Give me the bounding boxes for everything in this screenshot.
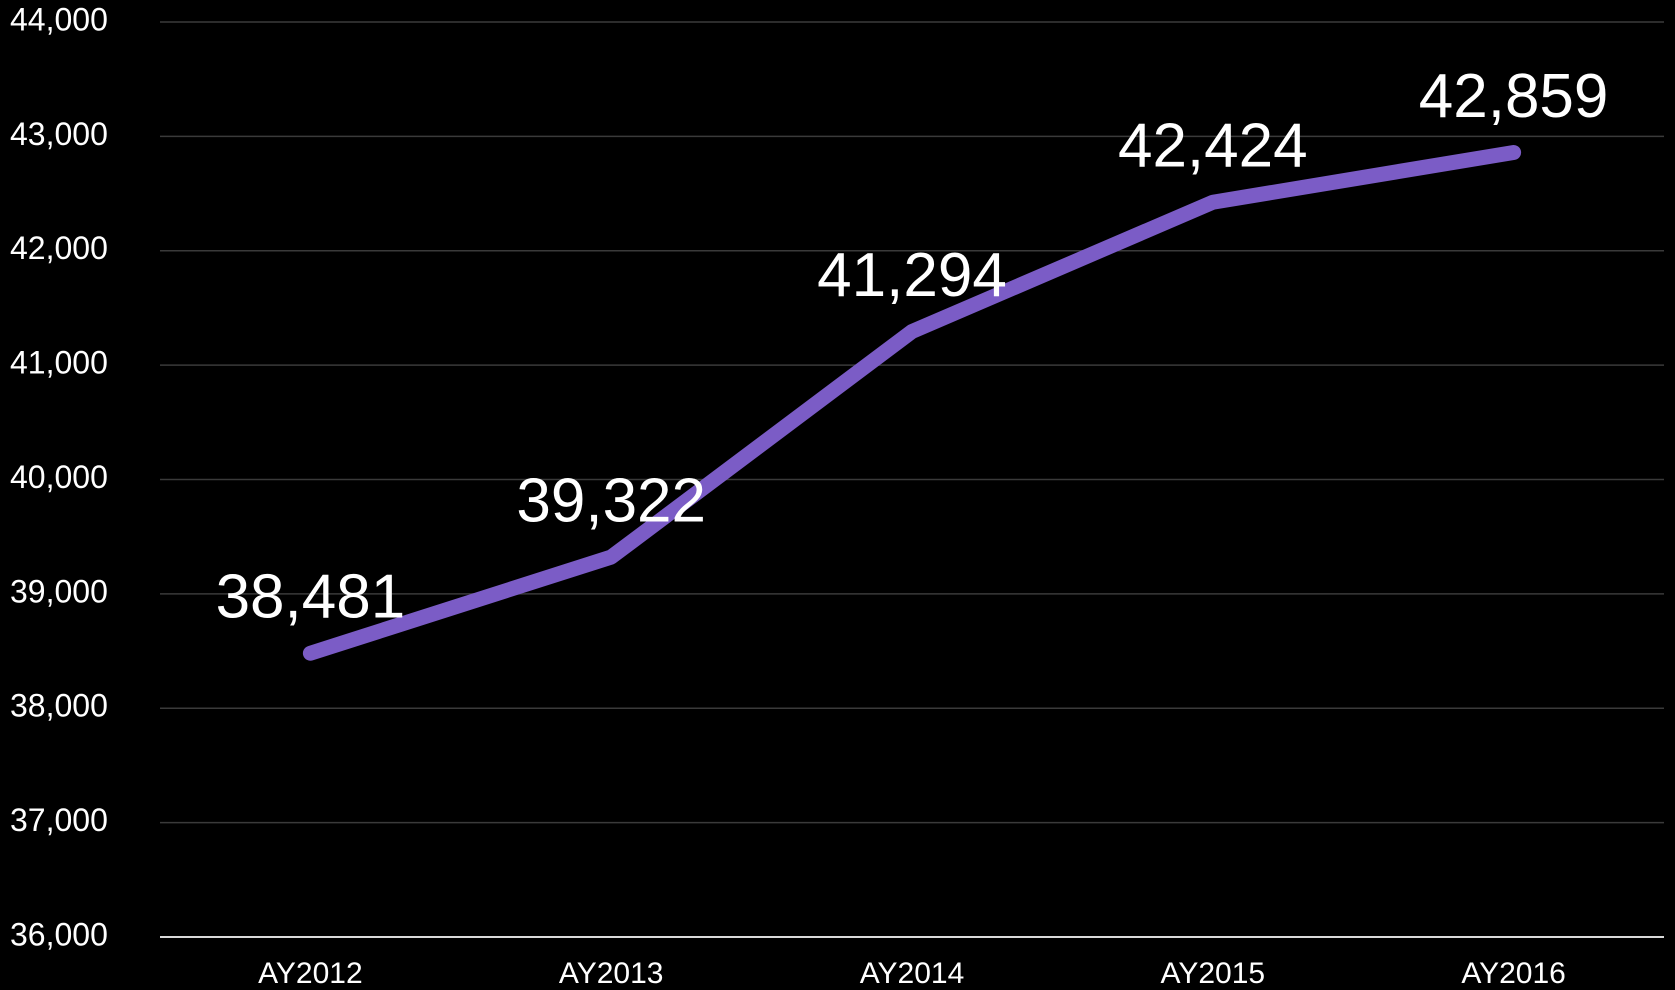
data-label: 39,322 <box>516 466 706 535</box>
y-tick-label: 42,000 <box>10 230 108 266</box>
y-tick-label: 36,000 <box>10 916 108 952</box>
x-tick-label: AY2015 <box>1161 957 1266 990</box>
y-tick-label: 38,000 <box>10 688 108 724</box>
data-label: 42,859 <box>1419 62 1609 131</box>
x-tick-label: AY2013 <box>559 957 664 990</box>
y-tick-label: 40,000 <box>10 459 108 495</box>
y-tick-label: 44,000 <box>10 1 108 37</box>
x-tick-label: AY2016 <box>1461 957 1566 990</box>
data-label: 42,424 <box>1118 112 1308 181</box>
y-tick-label: 41,000 <box>10 345 108 381</box>
line <box>302 145 1522 661</box>
data-label: 38,481 <box>216 563 406 632</box>
y-tick-label: 37,000 <box>10 802 108 838</box>
x-tick-label: AY2012 <box>258 957 363 990</box>
data-label: 41,294 <box>817 241 1007 310</box>
x-tick-label: AY2014 <box>860 957 965 990</box>
y-tick-label: 39,000 <box>10 573 108 609</box>
y-tick-label: 43,000 <box>10 116 108 152</box>
